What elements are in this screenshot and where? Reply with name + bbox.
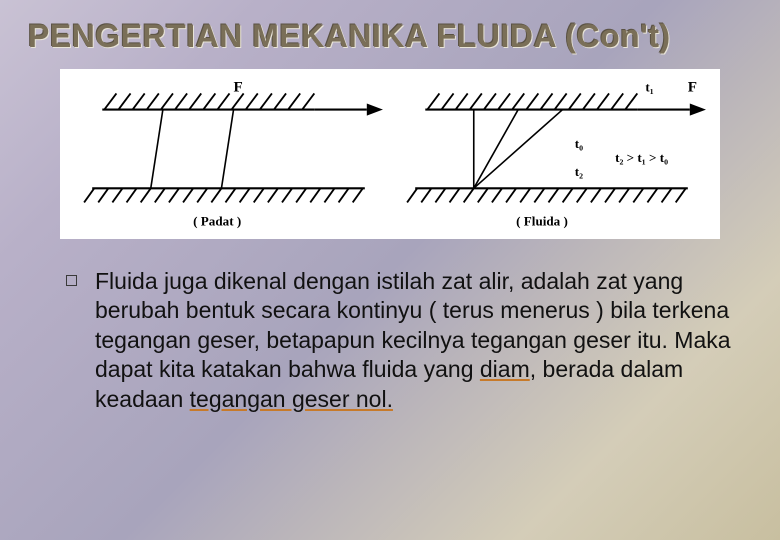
bullet-icon xyxy=(66,275,77,286)
t2-label: t₂ xyxy=(575,164,583,179)
slide-content: PENGERTIAN MEKANIKA FLUIDA (Con't) xyxy=(0,0,780,414)
underline-diam: diam xyxy=(480,356,530,382)
top-plate-solid xyxy=(102,93,383,115)
bullet-item: Fluida juga dikenal dengan istilah zat a… xyxy=(28,267,752,414)
time-relation: t₂ > t₁ > t₀ xyxy=(615,150,668,165)
base-plate-fluid xyxy=(407,188,688,202)
caption-fluid: ( Fluida ) xyxy=(516,214,568,229)
shear-line-2 xyxy=(221,110,233,189)
slide-title: PENGERTIAN MEKANIKA FLUIDA (Con't) xyxy=(28,18,752,55)
figure-container: F xyxy=(60,69,720,239)
base-plate-solid xyxy=(84,188,365,202)
shear-t1 xyxy=(474,110,518,189)
force-label-left: F xyxy=(234,79,243,95)
underline-tegangan: tegangan geser nol. xyxy=(190,386,393,412)
shear-t2 xyxy=(474,110,563,189)
body-paragraph: Fluida juga dikenal dengan istilah zat a… xyxy=(95,267,732,414)
t0-label: t₀ xyxy=(575,136,583,151)
force-label-right: F xyxy=(688,79,697,95)
caption-solid: ( Padat ) xyxy=(193,214,241,229)
diagram-solid: F xyxy=(72,79,385,231)
top-plate-fluid xyxy=(425,93,706,115)
t1-label: t₁ xyxy=(645,79,653,94)
diagram-fluid: F t₁ t₀ t₂ t₂ > t₁ > t₀ xyxy=(395,79,708,231)
shear-line-1 xyxy=(151,110,163,189)
